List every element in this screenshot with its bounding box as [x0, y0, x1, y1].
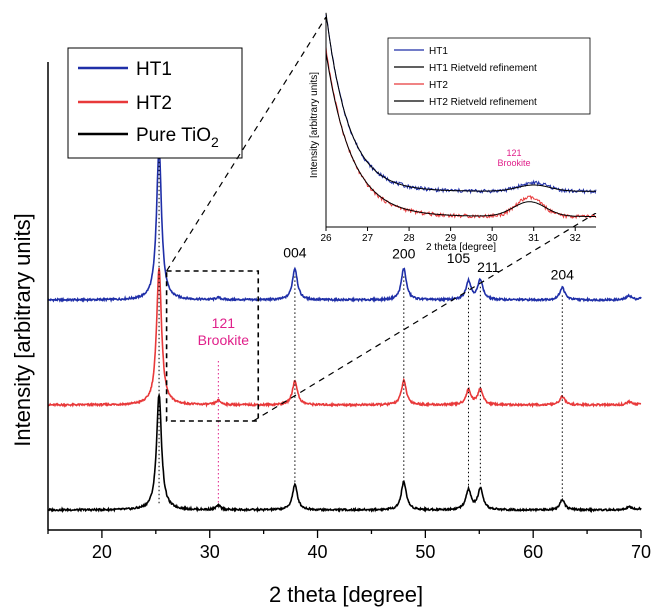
- inset-series-ht2: [325, 46, 597, 220]
- main-axes: 20 30 40 50 60 70: [47, 62, 651, 562]
- inset-x-tick-label-27: 27: [362, 233, 374, 244]
- legend-label-ht1: HT1: [136, 59, 172, 80]
- inset-x-tick-label-26: 26: [320, 233, 332, 244]
- series-line-ht1: [47, 146, 642, 303]
- inset-series-ht1-rietveld-refinement: [325, 12, 596, 192]
- legend-label-pure-tio2: Pure TiO2: [136, 125, 219, 150]
- peak-sublabel-brookite: Brookite: [198, 332, 250, 348]
- peak-label-211: 211: [477, 259, 500, 275]
- main-reference-lines: [158, 157, 563, 505]
- inset-legend-label-1: HT1 Rietveld refinement: [429, 63, 537, 74]
- peak-label-204: 204: [551, 266, 575, 282]
- inset-x-tick-label-30: 30: [487, 233, 499, 244]
- main-legend: HT1 HT2 Pure TiO2: [67, 47, 243, 159]
- zoom-connector-top: [166, 16, 327, 272]
- inset-legend: HT1 HT1 Rietveld refinement HT2 HT2 Rietvel…: [387, 37, 591, 115]
- inset-axes: 26 27 28 29 30 31 32: [320, 17, 596, 244]
- inset-x-tick-label-28: 28: [404, 233, 416, 244]
- inset-x-axis-label: 2 theta [degree]: [426, 242, 496, 253]
- inset-legend-label-3: HT2 Rietveld refinement: [429, 97, 537, 108]
- x-tick-label-50: 50: [415, 542, 435, 562]
- x-tick-label-20: 20: [92, 542, 112, 562]
- inset-annotation-label: 121: [506, 148, 521, 158]
- inset-x-tick-label-32: 32: [570, 233, 582, 244]
- inset-annotation: 121 Brookite: [497, 148, 530, 168]
- inset-x-tick-label-29: 29: [445, 233, 457, 244]
- x-tick-label-60: 60: [523, 542, 543, 562]
- main-series-lines: [47, 146, 642, 514]
- inset-legend-label-0: HT1: [429, 46, 448, 57]
- inset-chart: 26 27 28 29 30 31 32 2 theta [degree] Intensit…: [309, 12, 597, 253]
- series-line-ht2: [47, 267, 642, 409]
- main-chart: 101004200105211204121Brookite 2030405060…: [10, 62, 651, 607]
- inset-y-axis-label: Intensity [arbitrary units]: [309, 72, 320, 178]
- peak-label-brookite: 121: [212, 315, 236, 331]
- zoom-box: [165, 270, 260, 422]
- inset-x-tick-label-31: 31: [528, 233, 540, 244]
- x-tick-label-30: 30: [200, 542, 220, 562]
- peak-label-105: 105: [447, 250, 471, 266]
- peak-label-200: 200: [392, 245, 416, 261]
- main-peak-labels: 101004200105211204121Brookite: [147, 125, 574, 348]
- y-axis-label: Intensity [arbitrary units]: [10, 213, 35, 447]
- legend-label-ht2: HT2: [136, 93, 172, 114]
- inset-legend-label-2: HT2: [429, 80, 448, 91]
- inset-annotation-sublabel: Brookite: [497, 158, 530, 168]
- inset-series-lines: [325, 12, 597, 220]
- x-tick-label-70: 70: [631, 542, 651, 562]
- x-tick-label-40: 40: [308, 542, 328, 562]
- series-line-pure-tio2: [47, 392, 642, 514]
- zoom-connector-bottom: [252, 212, 597, 422]
- inset-series-ht2-rietveld-refinement: [325, 52, 596, 217]
- peak-label-004: 004: [283, 244, 307, 260]
- x-axis-label: 2 theta [degree]: [269, 582, 423, 607]
